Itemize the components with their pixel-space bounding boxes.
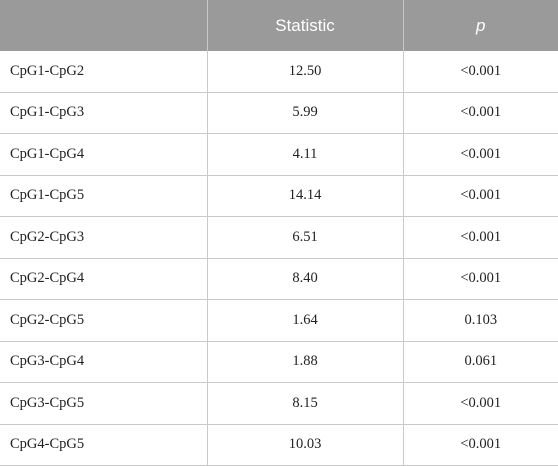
pair-cell: CpG2-CpG4 <box>0 258 207 300</box>
table-row: CpG2-CpG3 6.51 <0.001 <box>0 216 558 259</box>
table-row: CpG3-CpG5 8.15 <0.001 <box>0 382 558 425</box>
statistic-cell: 12.50 <box>206 51 403 93</box>
p-value-cell: <0.001 <box>402 216 558 259</box>
p-value-cell: 0.103 <box>402 299 558 342</box>
table-row: CpG1-CpG3 5.99 <0.001 <box>0 92 558 134</box>
p-value-cell: <0.001 <box>402 92 558 134</box>
pair-cell: CpG1-CpG3 <box>0 92 207 134</box>
table-row: CpG1-CpG5 14.14 <0.001 <box>0 175 558 217</box>
p-value-cell: <0.001 <box>402 382 558 425</box>
table-row: CpG2-CpG5 1.64 0.103 <box>0 299 558 342</box>
p-value-cell: <0.001 <box>402 424 558 466</box>
statistic-cell: 8.40 <box>206 258 403 300</box>
statistic-cell: 5.99 <box>206 92 403 134</box>
table-row: CpG1-CpG2 12.50 <0.001 <box>0 51 558 93</box>
header-row: Statistic p <box>0 0 558 51</box>
pair-cell: CpG2-CpG3 <box>0 216 207 259</box>
pair-cell: CpG3-CpG4 <box>0 341 207 383</box>
pair-cell: CpG4-CpG5 <box>0 424 207 466</box>
statistic-cell: 10.03 <box>206 424 403 466</box>
table-header: Statistic p <box>0 0 558 51</box>
p-value-cell: <0.001 <box>402 51 558 93</box>
table-row: CpG4-CpG5 10.03 <0.001 <box>0 424 558 466</box>
statistic-cell: 6.51 <box>206 216 403 259</box>
pair-cell: CpG1-CpG4 <box>0 133 207 176</box>
statistic-cell: 1.64 <box>206 299 403 342</box>
p-value-cell: <0.001 <box>402 133 558 176</box>
table-body: CpG1-CpG2 12.50 <0.001 CpG1-CpG3 5.99 <0… <box>0 51 558 466</box>
statistic-cell: 1.88 <box>206 341 403 383</box>
p-value-cell: <0.001 <box>402 258 558 300</box>
statistic-cell: 4.11 <box>206 133 403 176</box>
p-value-cell: 0.061 <box>402 341 558 383</box>
pair-cell: CpG1-CpG2 <box>0 51 207 93</box>
pair-cell: CpG2-CpG5 <box>0 299 207 342</box>
header-p-value: p <box>402 0 558 51</box>
p-value-cell: <0.001 <box>402 175 558 217</box>
statistic-cell: 14.14 <box>206 175 403 217</box>
header-statistic: Statistic <box>206 0 403 51</box>
pair-cell: CpG3-CpG5 <box>0 382 207 425</box>
table-row: CpG2-CpG4 8.40 <0.001 <box>0 258 558 300</box>
pair-cell: CpG1-CpG5 <box>0 175 207 217</box>
statistic-cell: 8.15 <box>206 382 403 425</box>
table-row: CpG1-CpG4 4.11 <0.001 <box>0 133 558 176</box>
header-pair <box>0 0 207 51</box>
table-row: CpG3-CpG4 1.88 0.061 <box>0 341 558 383</box>
